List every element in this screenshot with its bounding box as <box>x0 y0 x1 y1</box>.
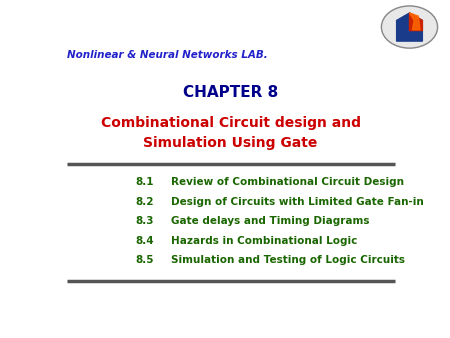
Text: Design of Circuits with Limited Gate Fan-in: Design of Circuits with Limited Gate Fan… <box>171 197 424 207</box>
Text: Nonlinear & Neural Networks LAB.: Nonlinear & Neural Networks LAB. <box>67 50 267 60</box>
Text: CHAPTER 8: CHAPTER 8 <box>183 85 278 100</box>
Text: 8.3: 8.3 <box>135 216 154 226</box>
Text: 8.1: 8.1 <box>135 177 154 187</box>
Text: Gate delays and Timing Diagrams: Gate delays and Timing Diagrams <box>171 216 370 226</box>
Text: Hazards in Combinational Logic: Hazards in Combinational Logic <box>171 236 358 246</box>
Circle shape <box>382 6 437 48</box>
Text: Simulation and Testing of Logic Circuits: Simulation and Testing of Logic Circuits <box>171 256 405 265</box>
Polygon shape <box>410 13 420 30</box>
Polygon shape <box>410 13 423 30</box>
Text: 8.5: 8.5 <box>135 256 154 265</box>
Text: Combinational Circuit design and: Combinational Circuit design and <box>101 116 360 129</box>
Text: 8.2: 8.2 <box>135 197 154 207</box>
Text: 8.4: 8.4 <box>135 236 154 246</box>
Text: Simulation Using Gate: Simulation Using Gate <box>144 136 318 150</box>
Text: Review of Combinational Circuit Design: Review of Combinational Circuit Design <box>171 177 405 187</box>
Polygon shape <box>396 13 423 41</box>
